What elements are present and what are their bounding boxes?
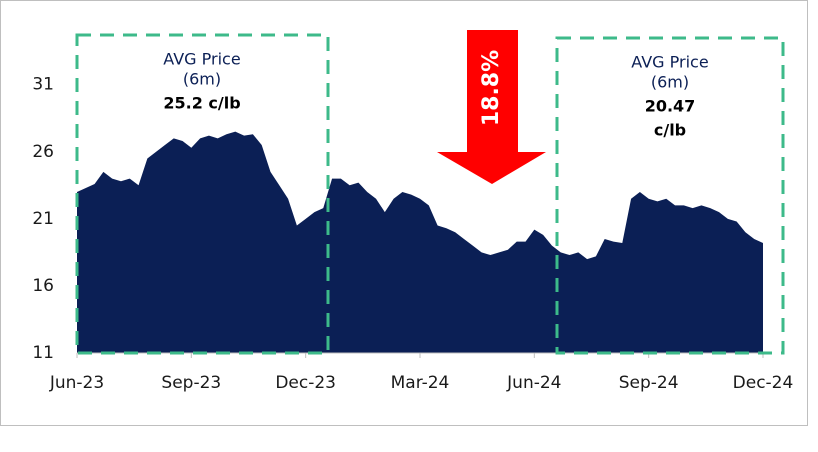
annotation-text: (6m) xyxy=(651,73,689,92)
annotation-text: 25.2 c/lb xyxy=(163,94,240,113)
x-tick-label: Mar-24 xyxy=(391,373,450,393)
y-tick-label: 21 xyxy=(32,209,54,229)
plot: 11 16 21 26 31 Jun-23 Sep-23 Dec-23 Mar-24 Jun-24… xyxy=(32,75,793,393)
annotation-text: AVG Price xyxy=(631,53,708,72)
arrow xyxy=(437,30,546,184)
area xyxy=(77,131,763,353)
annotation-text: 20.47 xyxy=(645,97,696,116)
annotation-text: AVG Price xyxy=(163,50,240,69)
x-tick-label: Sep-24 xyxy=(619,373,679,393)
x-tick-label: Dec-24 xyxy=(733,373,794,393)
annotation-text: c/lb xyxy=(654,121,686,140)
y-tick-label: 31 xyxy=(32,75,54,95)
annotation-text: (6m) xyxy=(183,70,221,89)
avg-box xyxy=(555,36,785,355)
y-tick-label: 16 xyxy=(32,276,54,296)
arrow-label: 18.8% xyxy=(479,50,504,126)
x-tick-label: Jun-23 xyxy=(49,373,104,393)
avg-box xyxy=(75,33,330,355)
y-tick-label: 26 xyxy=(32,142,54,162)
x-tick-label: Dec-23 xyxy=(275,373,336,393)
x-tick-label: Jun-24 xyxy=(506,373,561,393)
x-tick-label: Sep-23 xyxy=(161,373,221,393)
y-tick-label: 11 xyxy=(32,343,54,363)
